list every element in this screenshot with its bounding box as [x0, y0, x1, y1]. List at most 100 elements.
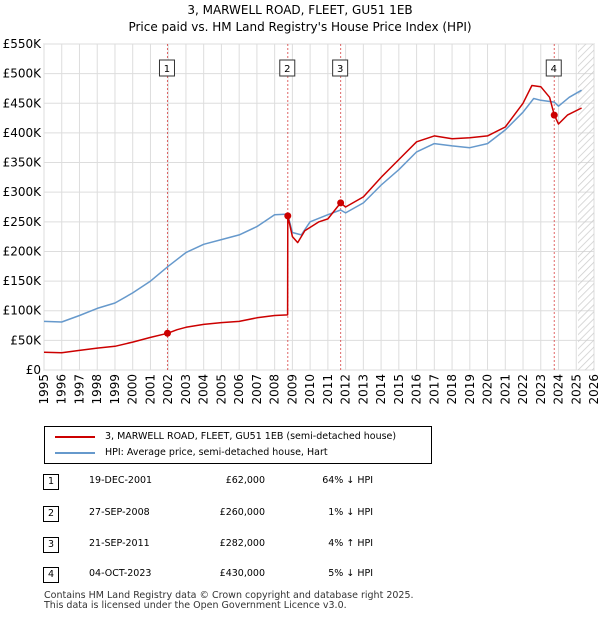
sale-number-badge: 4: [43, 567, 59, 583]
x-tick-label: 2013: [356, 374, 370, 405]
sale-label-number: 3: [337, 64, 343, 75]
x-tick-label: 1996: [55, 374, 69, 405]
sale-row: 2 27-SEP-2008 £260,000 1% ↓ HPI: [43, 506, 383, 522]
y-tick-label: £50K: [10, 333, 42, 347]
sale-hpi-change: 4% ↑ HPI: [328, 538, 373, 549]
chart-subtitle: Price paid vs. HM Land Registry's House …: [128, 20, 471, 34]
x-tick-label: 2009: [285, 374, 299, 405]
sale-label-number: 1: [164, 64, 170, 75]
x-tick-label: 2005: [214, 374, 228, 405]
x-tick-label: 2014: [374, 374, 388, 405]
x-tick-label: 2000: [126, 374, 140, 405]
y-tick-label: £500K: [3, 67, 43, 81]
y-tick-label: £550K: [3, 37, 43, 51]
y-tick-label: £0: [26, 363, 41, 377]
x-tick-label: 2024: [552, 374, 566, 405]
x-tick-label: 2018: [445, 374, 459, 405]
y-tick-label: £400K: [3, 126, 43, 140]
x-tick-label: 2011: [321, 374, 335, 405]
future-hatch-area: [578, 44, 594, 370]
chart-title: 3, MARWELL ROAD, FLEET, GU51 1EB: [187, 3, 412, 17]
x-tick-label: 2026: [587, 374, 600, 405]
sale-date: 19-DEC-2001: [89, 475, 153, 486]
sale-point: [284, 212, 292, 220]
x-tick-label: 2007: [250, 374, 264, 405]
sale-point: [550, 111, 558, 119]
legend-item-property: 3, MARWELL ROAD, FLEET, GU51 1EB (semi-d…: [55, 430, 396, 444]
sale-price: £260,000: [219, 507, 265, 518]
x-tick-label: 2008: [268, 374, 282, 405]
sale-price: £430,000: [219, 568, 265, 579]
legend-item-hpi: HPI: Average price, semi-detached house,…: [55, 446, 328, 460]
x-tick-label: 2016: [410, 374, 424, 405]
plot-background: [43, 43, 595, 371]
legend: 3, MARWELL ROAD, FLEET, GU51 1EB (semi-d…: [44, 426, 432, 464]
sale-date: 21-SEP-2011: [89, 538, 150, 549]
sale-label-number: 2: [284, 64, 290, 75]
legend-swatch-hpi: [55, 451, 95, 454]
y-tick-label: £100K: [3, 304, 43, 318]
x-tick-label: 2025: [569, 374, 583, 405]
y-tick-label: £300K: [3, 185, 43, 199]
x-tick-label: 2022: [516, 374, 530, 405]
x-tick-label: 2001: [143, 374, 157, 405]
sale-date: 27-SEP-2008: [89, 507, 150, 518]
footer: Contains HM Land Registry data © Crown c…: [44, 591, 414, 611]
y-tick-label: £450K: [3, 96, 43, 110]
series-line-hpi: [43, 89, 582, 323]
x-tick-label: 1997: [72, 374, 86, 405]
sale-label-number: 4: [551, 64, 557, 75]
x-tick-label: 2012: [339, 374, 353, 405]
x-tick-label: 2015: [392, 374, 406, 405]
sale-hpi-change: 64% ↓ HPI: [322, 475, 373, 486]
legend-label-hpi: HPI: Average price, semi-detached house,…: [105, 447, 328, 458]
x-tick-label: 2010: [303, 374, 317, 405]
sale-number-badge: 1: [43, 474, 59, 490]
x-tick-label: 2017: [427, 374, 441, 405]
footer-copyright: Contains HM Land Registry data © Crown c…: [44, 590, 414, 601]
sale-row: 1 19-DEC-2001 £62,000 64% ↓ HPI: [43, 474, 383, 490]
sale-number-badge: 2: [43, 506, 59, 522]
future-hatch: [578, 44, 594, 370]
legend-label-property: 3, MARWELL ROAD, FLEET, GU51 1EB (semi-d…: [105, 431, 397, 442]
sale-point: [337, 199, 345, 207]
y-tick-label: £350K: [3, 156, 43, 170]
footer-licence: This data is licensed under the Open Gov…: [44, 600, 347, 611]
x-tick-label: 2021: [498, 374, 512, 405]
x-tick-label: 2003: [179, 374, 193, 405]
sale-row: 4 04-OCT-2023 £430,000 5% ↓ HPI: [43, 567, 383, 583]
y-tick-label: £250K: [3, 215, 43, 229]
sale-number-badge: 3: [43, 537, 59, 553]
x-tick-label: 1998: [90, 374, 104, 405]
grid: [43, 43, 595, 371]
sale-label-box: [279, 59, 296, 77]
x-tick-label: 1999: [108, 374, 122, 405]
sale-hpi-change: 1% ↓ HPI: [328, 507, 373, 518]
sale-number-labels: 1 2 3 4: [158, 59, 562, 77]
sale-hpi-change: 5% ↓ HPI: [328, 568, 373, 579]
y-axis-ticks: £0 £50K £100K £150K £200K £250K £300K £350K £400…: [3, 37, 43, 377]
x-tick-label: 2020: [481, 374, 495, 405]
sale-price: £62,000: [225, 475, 265, 486]
sale-label-box: [332, 59, 349, 77]
chart: 3, MARWELL ROAD, FLEET, GU51 1EB Price p…: [3, 3, 600, 405]
sale-points: [163, 111, 558, 337]
sale-label-box: [545, 59, 562, 77]
sale-label-box: [158, 59, 175, 77]
x-tick-label: 2006: [232, 374, 246, 405]
y-tick-label: £200K: [3, 244, 43, 258]
sale-point: [163, 329, 171, 337]
x-axis-ticks: 1995 1996 1997 1998 1999 2000 2001 2002 2003 2004…: [37, 374, 600, 405]
x-tick-label: 1995: [37, 374, 51, 405]
x-tick-label: 2004: [197, 374, 211, 405]
sale-price: £282,000: [219, 538, 265, 549]
sale-date: 04-OCT-2023: [89, 568, 152, 579]
legend-swatch-property: [55, 435, 95, 438]
x-tick-label: 2019: [463, 374, 477, 405]
series-lines: [43, 84, 582, 354]
sale-row: 3 21-SEP-2011 £282,000 4% ↑ HPI: [43, 537, 383, 553]
plot-area: [43, 43, 595, 371]
y-tick-label: £150K: [3, 274, 43, 288]
x-tick-label: 2002: [161, 374, 175, 405]
x-tick-label: 2023: [534, 374, 548, 405]
